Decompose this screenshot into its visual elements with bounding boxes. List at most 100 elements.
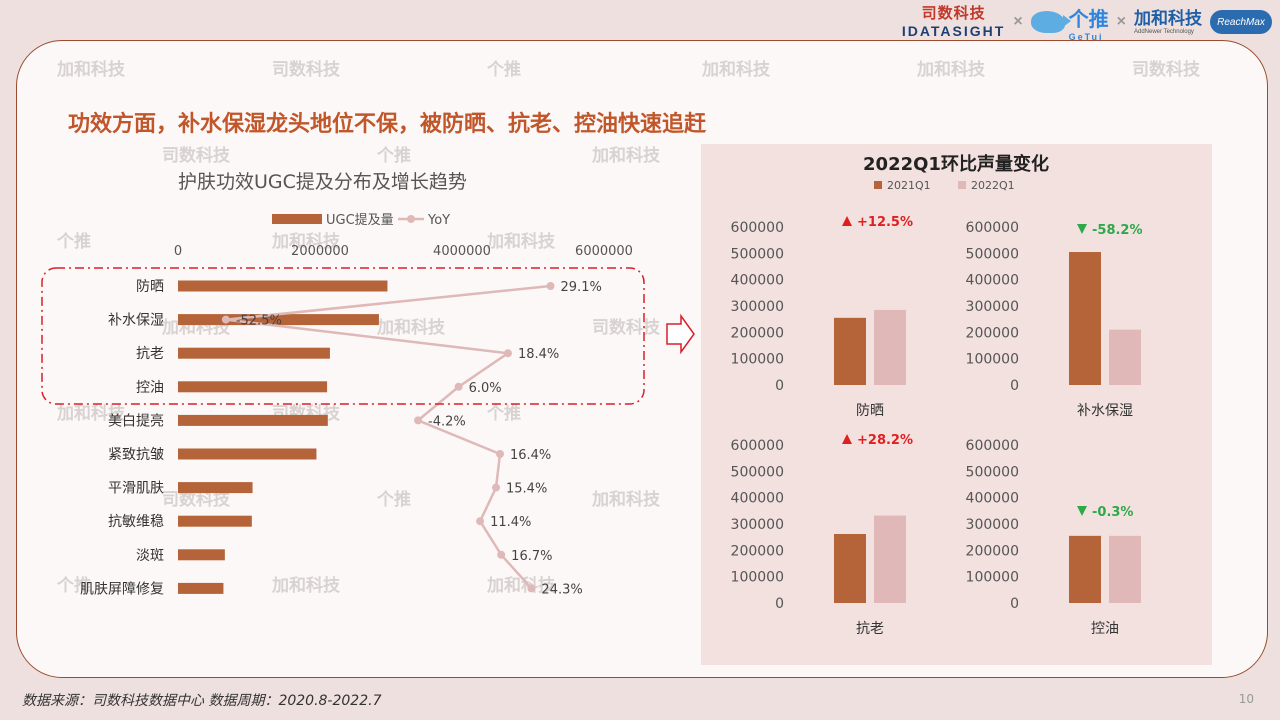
category-label: 紧致抗皱	[108, 447, 164, 463]
ugc-bars	[178, 280, 388, 594]
yoy-data-label: 16.7%	[511, 549, 552, 564]
ugc-chart-title: 护肤功效UGC提及分布及增长趋势	[178, 171, 467, 193]
category-label: 抗老	[136, 346, 164, 362]
ugc-legend: UGC提及量 YoY	[272, 212, 450, 228]
y-tick-label: 600000	[731, 220, 784, 236]
y-tick-label: 600000	[966, 220, 1019, 236]
y-tick-label: 200000	[731, 325, 784, 341]
q1-comparison-chart: 2022Q1环比声量变化 2021Q1 2022Q1 0 100000 200000…	[731, 153, 1143, 637]
legend-2021-label: 2021Q1	[887, 179, 931, 192]
legend-line-label: YoY	[427, 213, 450, 228]
yoy-point	[546, 282, 555, 290]
yoy-data-label: -4.2%	[428, 414, 466, 429]
yoy-point	[221, 315, 230, 324]
q1-panel: 0 100000 200000 300000 400000 500000 600000 抗老 +…	[731, 433, 913, 637]
ugc-bar	[178, 582, 224, 594]
x-tick-label: 4000000	[433, 244, 491, 259]
y-tick-label: 300000	[966, 299, 1019, 315]
category-label: 补水保湿	[108, 313, 164, 329]
yoy-point	[492, 483, 501, 492]
y-tick-label: 400000	[731, 491, 784, 507]
y-tick-label: 0	[1010, 378, 1019, 394]
x-tick-label: 0	[174, 244, 182, 259]
y-tick-label: 0	[1010, 596, 1019, 612]
legend-2022-label: 2022Q1	[971, 179, 1015, 192]
y-tick-label: 400000	[731, 273, 784, 289]
ugc-bar	[178, 549, 225, 561]
yoy-point	[495, 450, 504, 458]
q1-chart-title: 2022Q1环比声量变化	[863, 153, 1049, 175]
q1-legend: 2021Q1 2022Q1	[874, 179, 1015, 192]
content-card: 加和科技司数科技个推加和科技加和科技司数科技司数科技个推加和科技加和科技司数科技…	[16, 40, 1268, 678]
category-label: 防晒	[136, 279, 164, 295]
bar-2021q1	[834, 534, 866, 603]
change-label: -0.3%	[1092, 505, 1133, 520]
ugc-bar	[178, 314, 379, 326]
triangle-down-icon	[1077, 224, 1087, 234]
reachmax-logo: ReachMax	[1210, 10, 1272, 34]
brand-bar: 司数科技 IDATASIGHT × 个推 GeTui × 加和科技 AddNew…	[901, 4, 1272, 42]
y-tick-label: 400000	[966, 491, 1019, 507]
bar-2021q1	[1069, 535, 1101, 603]
y-tick-label: 500000	[731, 246, 784, 262]
brand-separator: ×	[1013, 13, 1023, 30]
yoy-point	[414, 416, 423, 425]
triangle-down-icon	[1077, 506, 1087, 516]
highlight-box	[41, 267, 645, 405]
ugc-bar	[178, 515, 252, 527]
triangle-up-icon	[842, 434, 852, 444]
ugc-bar	[178, 482, 253, 494]
y-tick-label: 100000	[731, 570, 784, 586]
yoy-data-label: 18.4%	[518, 347, 559, 362]
category-label: 平滑肌肤	[108, 480, 164, 497]
yoy-data-label: 15.4%	[506, 482, 547, 497]
legend-2022-swatch	[958, 181, 966, 189]
category-label: 抗敏维稳	[108, 514, 164, 530]
ugc-bar	[178, 414, 328, 426]
x-tick-label: 6000000	[575, 244, 633, 259]
bar-2021q1	[1069, 252, 1101, 385]
right-arrow-icon	[666, 313, 695, 355]
yoy-data-label: 24.3%	[541, 582, 582, 597]
yoy-data-label: 11.4%	[490, 515, 531, 530]
yoy-data-label: -52.5%	[236, 314, 282, 329]
y-tick-label: 100000	[966, 352, 1019, 368]
legend-2021-swatch	[874, 181, 882, 189]
yoy-point	[503, 349, 512, 358]
change-label: +28.2%	[857, 433, 913, 448]
bar-2022q1	[1109, 329, 1141, 385]
y-tick-label: 200000	[731, 543, 784, 559]
change-label: -58.2%	[1092, 223, 1143, 238]
bar-2022q1	[1109, 535, 1141, 603]
yoy-polyline	[225, 284, 551, 590]
q1-panels: 0 100000 200000 300000 400000 500000 600000 防晒 +…	[731, 215, 1143, 637]
yoy-point	[476, 517, 485, 526]
x-tick-label: 2000000	[291, 244, 349, 259]
ugc-bar	[178, 381, 328, 393]
y-tick-label: 200000	[966, 325, 1019, 341]
q1-panel: 0 100000 200000 300000 400000 500000 600000 补水保…	[966, 220, 1143, 419]
yoy-data-label: 6.0%	[469, 381, 502, 396]
page-title: 功效方面，补水保湿龙头地位不保，被防晒、抗老、控油快速追赶	[68, 112, 707, 137]
yoy-data-label: 16.4%	[510, 448, 551, 463]
idatasight-logo: 司数科技 IDATASIGHT	[901, 5, 1006, 39]
triangle-up-icon	[842, 216, 852, 226]
panel-category-label: 控油	[1091, 621, 1119, 637]
yoy-point	[497, 550, 506, 559]
bar-2021q1	[834, 317, 866, 385]
change-label: +12.5%	[857, 215, 913, 230]
page-number: 10	[1238, 692, 1254, 706]
addnewer-logo: 加和科技 AddNewer Technology	[1134, 8, 1202, 35]
ugc-bar	[178, 347, 330, 359]
ugc-bar	[178, 280, 388, 292]
panel-category-label: 防晒	[856, 403, 884, 419]
yoy-point	[454, 382, 463, 391]
y-tick-label: 0	[775, 596, 784, 612]
category-label: 控油	[136, 380, 164, 396]
yoy-line: 29.1% -52.5% 18.4% 6.0% -4.2% 16.4% 15.4% 11.4%…	[221, 280, 602, 597]
legend-bar-swatch	[272, 214, 322, 224]
y-tick-label: 600000	[731, 438, 784, 454]
footer-source: 数据来源：司数科技数据中心 数据周期：2020.8-2022.7	[22, 693, 382, 709]
